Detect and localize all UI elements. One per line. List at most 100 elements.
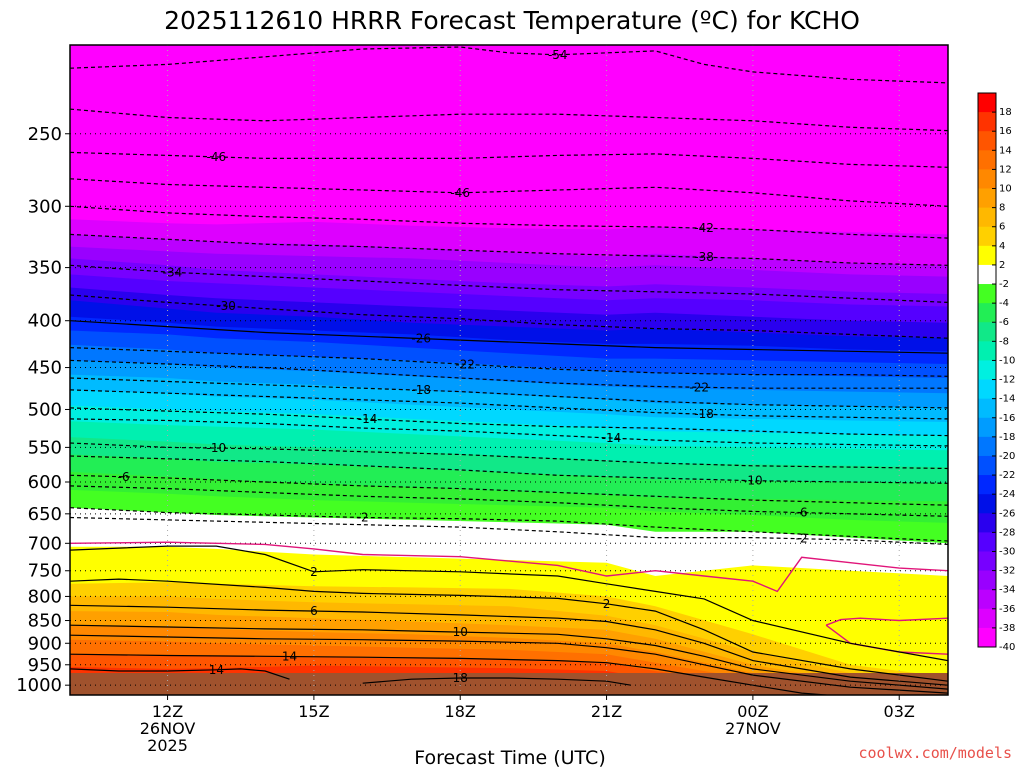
y-tick-label: 400 — [28, 311, 62, 332]
colorbar-label: -2 — [999, 279, 1009, 290]
colorbar-label: 16 — [999, 126, 1012, 137]
colorbar-label: -22 — [999, 470, 1015, 481]
colorbar-label: -12 — [999, 375, 1015, 386]
colorbar-swatch — [978, 608, 996, 629]
ground-fill — [70, 673, 948, 695]
colorbar-frame — [977, 92, 997, 648]
y-tick-label: 900 — [28, 633, 62, 654]
y-tick-label: 550 — [28, 437, 62, 458]
colorbar-label: -6 — [999, 317, 1009, 328]
plot-frame — [69, 44, 949, 696]
plot-area: -54-46-46-42-38-34-30-26-22-22-18-18-14-… — [69, 44, 949, 696]
colorbar-swatch — [978, 245, 996, 266]
y-tick-label: 800 — [28, 586, 62, 607]
colorbar-swatch — [978, 112, 996, 132]
colorbar-swatch — [978, 226, 996, 247]
x-tick-label: 15Z — [298, 702, 329, 721]
colorbar-swatch — [978, 532, 996, 552]
isotherm-label: -30 — [216, 299, 236, 313]
colorbar-label: -40 — [999, 642, 1015, 653]
isotherm-line — [825, 617, 948, 626]
isotherm-label: -2 — [796, 532, 808, 546]
colorbar-label: 10 — [999, 184, 1012, 195]
colorbar-label: -28 — [999, 527, 1015, 538]
isotherm-label: -10 — [207, 441, 227, 455]
colorbar-label: 6 — [999, 222, 1005, 233]
isotherm-label: -54 — [548, 48, 568, 62]
colorbar-label: -32 — [999, 566, 1015, 577]
colorbar-swatch — [978, 169, 996, 190]
colorbar-label: -10 — [999, 355, 1015, 366]
colorbar-label: 12 — [999, 164, 1012, 175]
colorbar-label: -20 — [999, 451, 1015, 462]
isotherm-line — [70, 668, 290, 680]
isotherm-label: -18 — [694, 407, 714, 421]
colorbar-swatch — [978, 494, 996, 514]
isotherm-label: -18 — [411, 383, 431, 397]
isotherm-line — [70, 151, 948, 168]
y-tick-label: 250 — [28, 124, 62, 145]
isotherm-label: 2 — [310, 565, 318, 579]
isotherm-line — [70, 653, 834, 695]
x-tick-label: 26NOV — [140, 719, 196, 738]
isotherm-line — [70, 578, 948, 682]
isotherm-line — [70, 604, 948, 686]
isotherm-label: -10 — [743, 474, 763, 488]
x-tick-label: 27NOV — [725, 719, 781, 738]
y-tick-label: 600 — [28, 472, 62, 493]
colorbar-swatch — [978, 627, 996, 648]
isotherm-label: -46 — [450, 186, 470, 200]
isotherm-label: 6 — [310, 604, 318, 618]
colorbar-swatch — [978, 398, 996, 419]
colorbar-label: -8 — [999, 336, 1009, 347]
isotherm-line — [362, 677, 631, 686]
colorbar-swatch — [978, 284, 996, 304]
x-axis-label: Forecast Time (UTC) — [414, 747, 605, 768]
colorbar-swatch — [978, 322, 996, 342]
credit-text: coolwx.com/models — [858, 744, 1012, 762]
y-tick-label: 500 — [28, 399, 62, 420]
colorbar-label: -30 — [999, 546, 1015, 557]
isotherm-label: -34 — [163, 265, 183, 279]
colorbar-legend: 18 16 14 12 10 8 6 4 2 -2 -4 -6 -8 -10 -12 -14 -16 -18 -20… — [977, 92, 1015, 653]
y-tick-label: 350 — [28, 258, 62, 279]
colorbar-swatch — [978, 93, 996, 113]
colorbar-swatch — [978, 150, 996, 170]
isotherm-line — [70, 320, 948, 354]
colorbar-swatch — [978, 131, 996, 151]
colorbar-label: -14 — [999, 394, 1015, 405]
plot-clip-group: -54-46-46-42-38-34-30-26-22-22-18-18-14-… — [70, 45, 948, 695]
isotherm-label: -42 — [694, 221, 714, 235]
colorbar-label: 4 — [999, 241, 1005, 252]
colorbar-label: 8 — [999, 203, 1005, 214]
colorbar-swatch — [978, 303, 996, 323]
isotherm-label: -22 — [455, 357, 475, 371]
colorbar-swatch — [978, 207, 996, 228]
isotherm-line — [70, 545, 948, 662]
y-tick-label: 300 — [28, 196, 62, 217]
y-tick-label: 750 — [28, 561, 62, 582]
colorbar-swatch — [978, 570, 996, 591]
colorbar-swatch — [978, 360, 996, 381]
y-tick-label: 650 — [28, 504, 62, 525]
isotherm-line — [70, 624, 948, 690]
colorbar-swatch — [978, 475, 996, 495]
colorbar-label: -16 — [999, 413, 1015, 424]
isotherm-label: 18 — [453, 671, 468, 685]
y-tick-label: 850 — [28, 611, 62, 632]
colorbar-swatch — [978, 188, 996, 209]
colorbar-label: 2 — [999, 260, 1005, 271]
colorbar-label: -26 — [999, 508, 1015, 519]
colorbar-swatch — [978, 264, 996, 285]
colorbar-label: -38 — [999, 623, 1015, 634]
isotherm-line — [70, 541, 948, 593]
chart-title: 2025112610 HRRR Forecast Temperature (ºC… — [164, 6, 860, 35]
x-tick-label: 03Z — [884, 702, 915, 721]
isotherm-label: -14 — [358, 412, 378, 426]
y-tick-label: 1000 — [16, 675, 62, 696]
colorbar-swatch — [978, 379, 996, 400]
colorbar-swatch — [978, 436, 996, 457]
colorbar-label: -18 — [999, 432, 1015, 443]
